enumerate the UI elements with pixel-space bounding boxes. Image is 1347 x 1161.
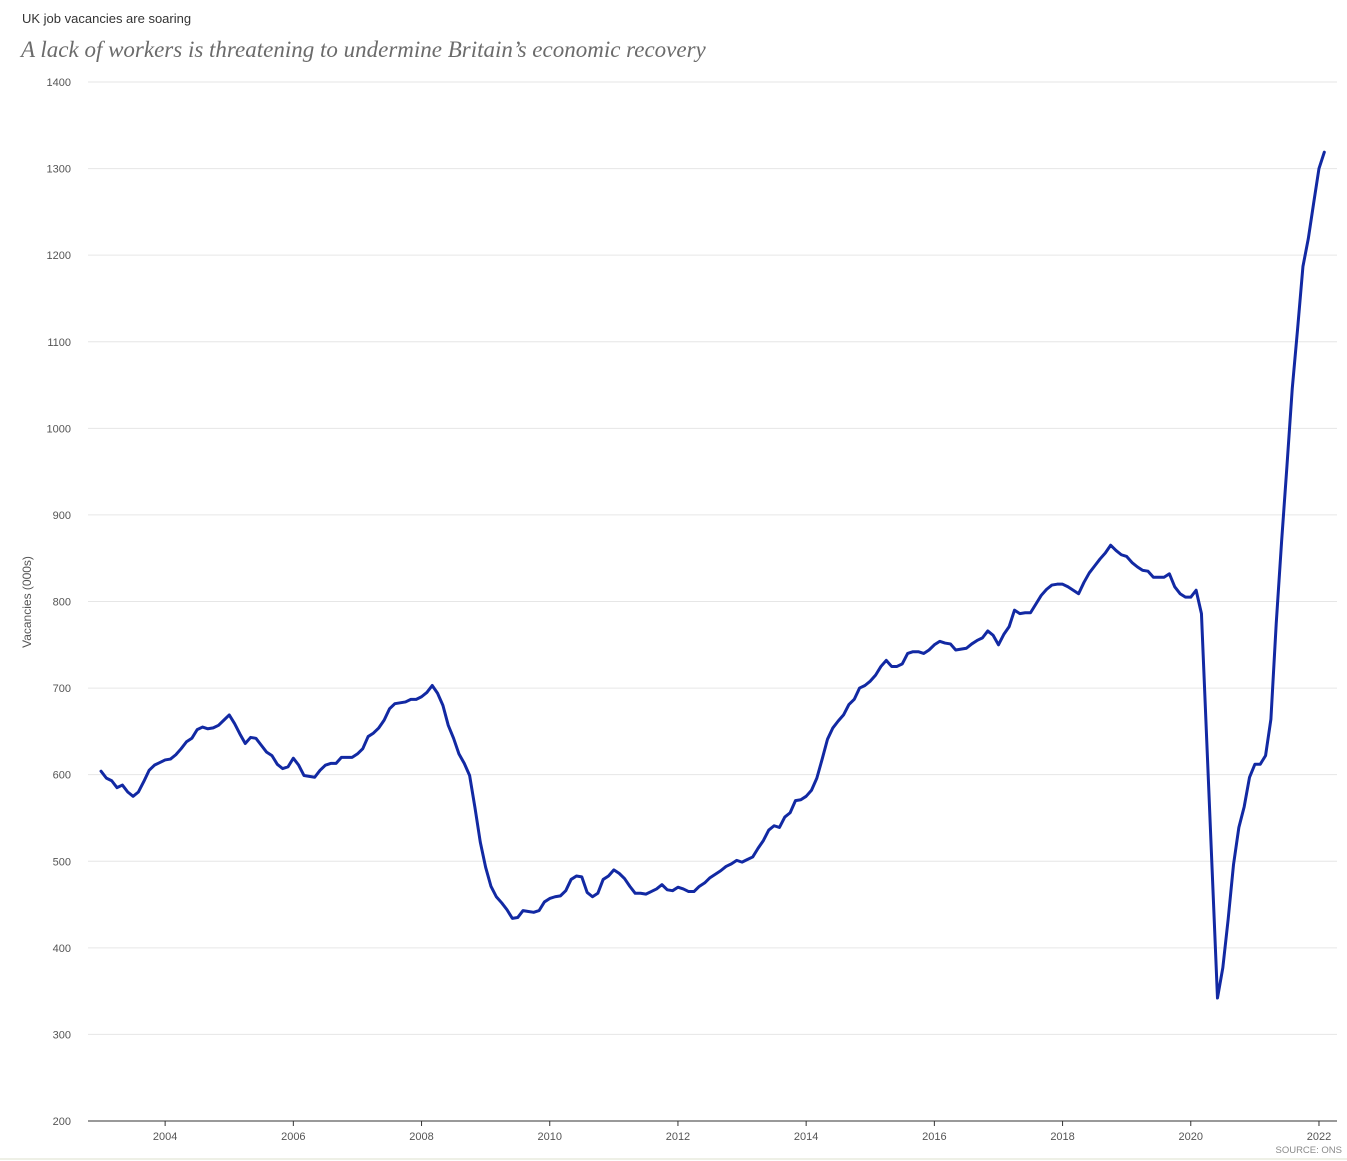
gridlines bbox=[88, 81, 1337, 1035]
source-note: SOURCE: ONS bbox=[1275, 1145, 1342, 1156]
y-tick-label: 700 bbox=[53, 683, 71, 695]
y-tick-label: 400 bbox=[53, 943, 71, 955]
chart-subtitle: A lack of workers is threatening to unde… bbox=[21, 37, 706, 62]
y-tick-label: 1100 bbox=[47, 337, 71, 349]
y-tick-label: 900 bbox=[53, 510, 71, 522]
y-tick-label: 1400 bbox=[47, 77, 71, 89]
x-tick-label: 2018 bbox=[1050, 1131, 1074, 1143]
y-axis-ticks: 200 300 400 500 600 700 800 900 1000 1100 1200 1300… bbox=[47, 77, 71, 1128]
y-tick-label: 1000 bbox=[47, 423, 71, 435]
x-tick-label: 2022 bbox=[1307, 1131, 1331, 1143]
series-layer bbox=[99, 150, 1326, 1000]
y-tick-label: 800 bbox=[53, 597, 71, 609]
chart-title: UK job vacancies are soaring bbox=[22, 11, 192, 26]
x-tick-label: 2012 bbox=[666, 1131, 690, 1143]
y-tick-label: 500 bbox=[53, 856, 71, 868]
y-tick-label: 1200 bbox=[47, 250, 71, 262]
x-tick-label: 2008 bbox=[409, 1131, 433, 1143]
x-tick-label: 2004 bbox=[153, 1131, 177, 1143]
x-tick-label: 2016 bbox=[922, 1131, 946, 1143]
y-tick-label: 1300 bbox=[47, 164, 71, 176]
y-tick-label: 600 bbox=[53, 770, 71, 782]
x-tick-label: 2010 bbox=[538, 1131, 562, 1143]
x-tick-label: 2006 bbox=[281, 1131, 305, 1143]
bottom-rule bbox=[0, 1158, 1347, 1160]
y-tick-label: 300 bbox=[53, 1029, 71, 1041]
x-tick-label: 2020 bbox=[1179, 1131, 1203, 1143]
x-axis-ticks: 2004 2006 2008 2010 2012 2014 2016 2018 2020 2022 bbox=[153, 1121, 1331, 1143]
y-tick-label: 200 bbox=[53, 1116, 71, 1128]
y-axis-title: Vacancies (000s) bbox=[20, 556, 34, 648]
x-tick-label: 2014 bbox=[794, 1131, 818, 1143]
vacancies-series-line bbox=[99, 150, 1326, 1000]
